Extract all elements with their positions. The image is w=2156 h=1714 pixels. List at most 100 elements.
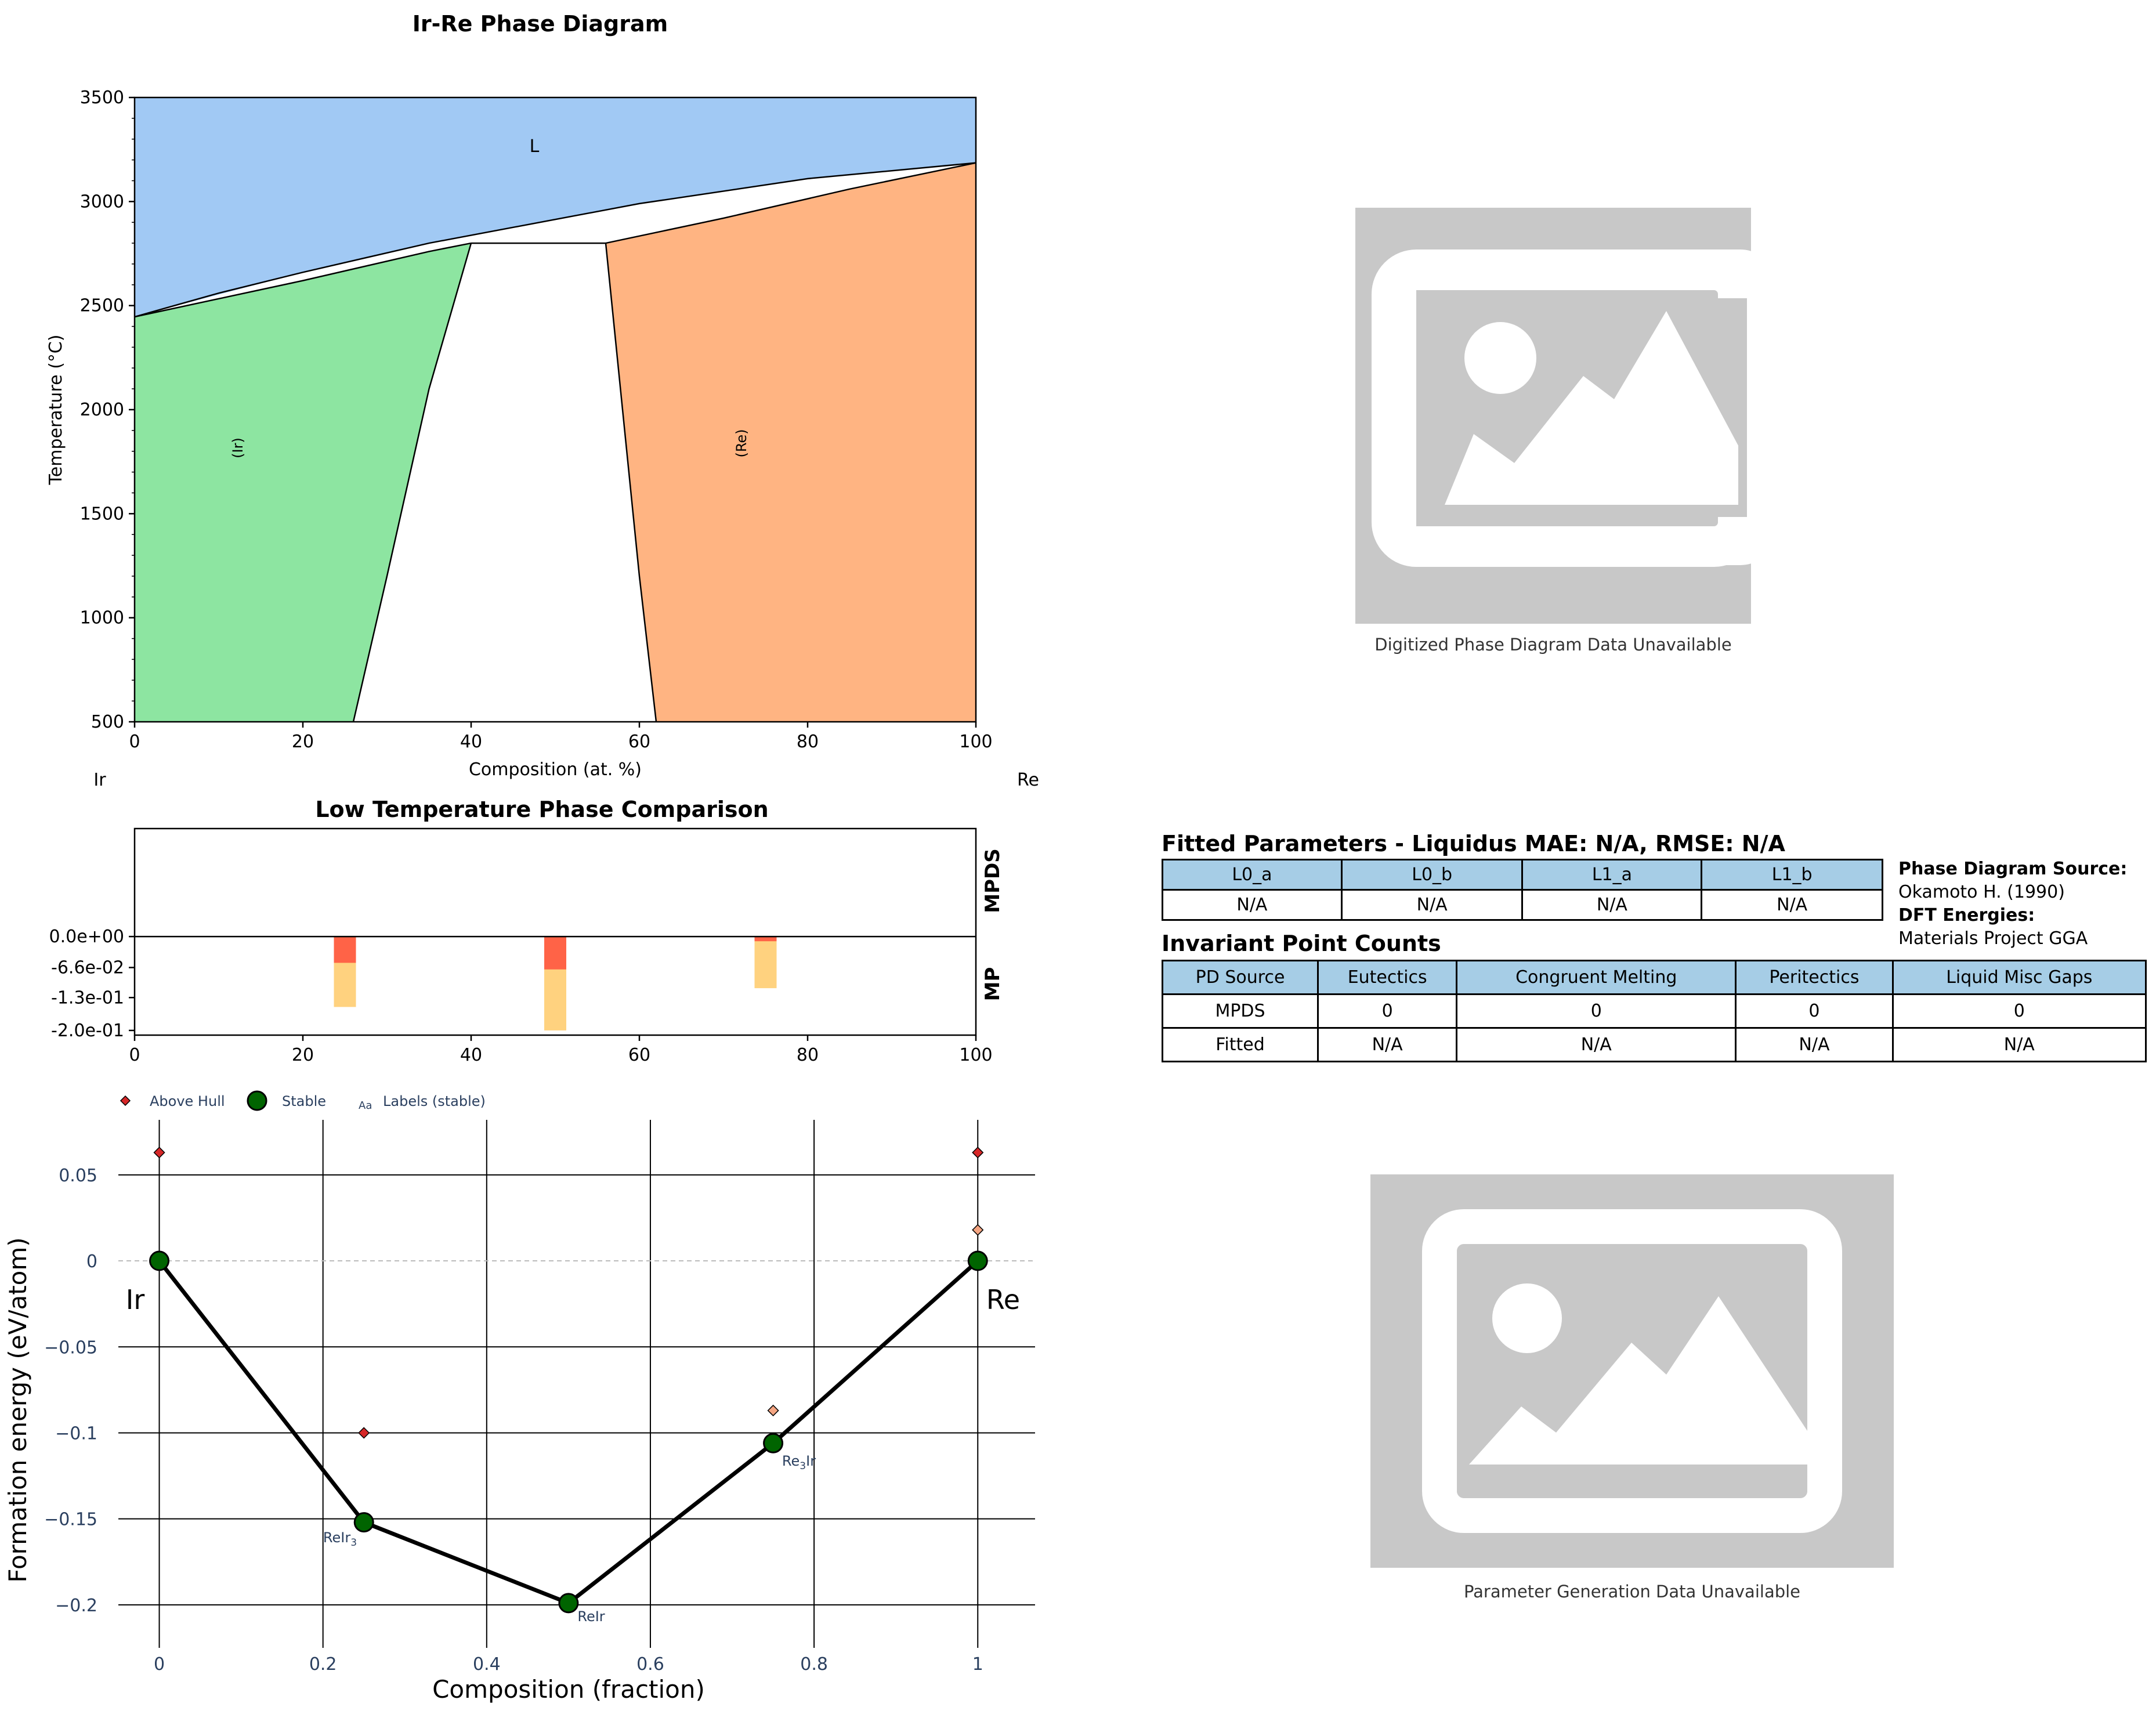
fitted-parameters-title: Fitted Parameters - Liquidus MAE: N/A, R…	[1162, 831, 1785, 856]
table-cell: MPDS	[1161, 993, 1319, 1029]
phase-diagram-left-element: Ir	[93, 770, 106, 790]
phase-diagram-x-tick-label: 0	[129, 732, 140, 752]
hull-legend-stable-marker	[247, 1090, 267, 1111]
low-temp-x-tick-label: 0	[129, 1045, 140, 1065]
table-cell: 0	[1891, 993, 2147, 1029]
low-temp-x-tick-label: 60	[628, 1045, 650, 1065]
hull-legend-stable-label: Stable	[282, 1093, 326, 1109]
low-temp-bar-mp-light	[754, 936, 777, 989]
hull-y-tick-label: −0.1	[55, 1423, 97, 1444]
hull-compound-label-reir: ReIr	[577, 1608, 605, 1625]
low-temp-bar-mp-dark	[334, 936, 356, 963]
low-temp-bar-mp-dark	[754, 936, 777, 942]
phase-diagram-source-value: Okamoto H. (1990)	[1898, 882, 2065, 902]
low-temp-x-tick-label: 20	[292, 1045, 314, 1065]
low-temp-row-label-mpds: MPDS	[981, 848, 1004, 913]
fitted-parameters-value-l1a: N/A	[1521, 889, 1703, 921]
hull-compound-label-reir3-sub: 3	[350, 1537, 357, 1549]
phase-boundary-liquidus	[134, 162, 976, 318]
phase-diagram-region-label-liquid: L	[530, 136, 540, 157]
invariant-row-mpds: MPDS 0 0 0 0	[1161, 993, 2147, 1029]
hull-compound-label-re3ir-sub: 3	[800, 1460, 806, 1472]
phase-diagram-region-label-re: (Re)	[733, 429, 750, 457]
parameter-generation-placeholder	[1370, 1174, 1894, 1568]
digitized-phase-diagram-caption: Digitized Phase Diagram Data Unavailable	[1374, 635, 1732, 654]
dft-energies-value: Materials Project GGA	[1898, 928, 2088, 949]
fitted-parameters-table: L0_a L0_b L1_a L1_b N/A N/A N/A N/A	[1162, 859, 1883, 921]
parameter-generation-caption: Parameter Generation Data Unavailable	[1463, 1582, 1801, 1601]
phase-diagram-y-axis-label: Temperature (°C)	[46, 335, 66, 486]
table-cell: 0	[1456, 993, 1737, 1029]
phase-diagram-y-tick-label: 1500	[80, 504, 124, 524]
dft-energies-label: DFT Energies:	[1898, 905, 2035, 925]
hull-line	[157, 1259, 979, 1605]
fitted-parameters-header-l1a: L1_a	[1521, 859, 1703, 891]
hull-x-tick-label: 1	[972, 1654, 983, 1675]
fitted-parameters-header-l1b: L1_b	[1701, 859, 1883, 891]
phase-diagram-x-tick-label: 60	[628, 732, 650, 752]
invariant-header-congruent-melting: Congruent Melting	[1456, 960, 1737, 995]
phase-region-re	[606, 162, 976, 722]
phase-diagram-right-element: Re	[1017, 770, 1039, 790]
phase-diagram-x-tick-label: 20	[292, 732, 314, 752]
hull-y-tick-label: −0.2	[55, 1596, 97, 1616]
hull-point-above-hull	[972, 1224, 984, 1236]
fitted-parameters-value-l0a: N/A	[1162, 889, 1343, 921]
table-cell: N/A	[1735, 1027, 1894, 1062]
hull-compound-label-re3ir: Re3Ir	[782, 1453, 816, 1472]
phase-diagram-chart: Ir-Re Phase Diagram 0 20 40 60 80 100 500 1000 1…	[46, 11, 1039, 790]
phase-diagram-x-tick-label: 40	[460, 732, 482, 752]
hull-x-axis-label: Composition (fraction)	[432, 1675, 705, 1704]
low-temp-title: Low Temperature Phase Comparison	[315, 797, 768, 822]
image-placeholder-icon	[1372, 249, 1779, 567]
phase-diagram-y-tick-label: 3500	[80, 88, 124, 108]
phase-diagram-y-tick-label: 500	[91, 712, 124, 732]
invariant-point-counts-table: PD Source Eutectics Congruent Melting Pe…	[1161, 960, 2147, 1062]
hull-legend: Above Hull Stable Aa Labels (stable)	[120, 1090, 486, 1112]
phase-diagram-x-tick-label: 100	[959, 732, 992, 752]
hull-point-stable	[558, 1593, 579, 1614]
table-cell: Fitted	[1161, 1027, 1319, 1062]
hull-compound-label-re3ir-base: Re	[782, 1453, 800, 1469]
low-temp-frame	[133, 827, 977, 1036]
phase-diagram-y-tick-label: 3000	[80, 191, 124, 212]
table-cell: 0	[1317, 993, 1458, 1029]
hull-point-stable	[763, 1433, 784, 1453]
hull-legend-labels-sample: Aa	[359, 1100, 372, 1112]
table-cell: 0	[1735, 993, 1894, 1029]
table-cell: N/A	[1891, 1027, 2147, 1062]
hull-x-tick-label: 0	[154, 1654, 165, 1675]
hull-endpoint-label-ir: Ir	[126, 1284, 145, 1315]
hull-point-above-hull	[153, 1147, 165, 1159]
phase-diagram-x-tick-label: 80	[797, 732, 819, 752]
hull-y-axis-label: Formation energy (eV/atom)	[3, 1237, 32, 1582]
low-temp-y-tick-label: -2.0e-01	[51, 1021, 124, 1041]
low-temp-y-tick-label: 0.0e+00	[49, 927, 124, 947]
phase-diagram-title: Ir-Re Phase Diagram	[413, 11, 668, 37]
convex-hull-chart: Above Hull Stable Aa Labels (stable) 0 0.…	[3, 1090, 1035, 1704]
phase-diagram-y-tick-label: 2500	[80, 296, 124, 316]
hull-endpoint-label-re: Re	[986, 1284, 1020, 1315]
hull-point-above-hull	[358, 1427, 370, 1439]
hull-point-above-hull	[767, 1404, 779, 1417]
invariant-row-fitted: Fitted N/A N/A N/A N/A	[1161, 1027, 2147, 1062]
fitted-parameters-value-l1b: N/A	[1701, 889, 1883, 921]
image-placeholder-icon	[1422, 1209, 1842, 1533]
low-temp-x-tick-label: 80	[797, 1045, 819, 1065]
hull-point-above-hull	[972, 1147, 984, 1159]
phase-region-ir	[135, 243, 471, 722]
phase-boundary-solidus-re	[605, 162, 976, 244]
invariant-header-eutectics: Eutectics	[1317, 960, 1458, 995]
hull-y-tick-label: −0.15	[44, 1510, 97, 1530]
fitted-parameters-header-l0b: L0_b	[1340, 859, 1524, 891]
hull-point-stable	[967, 1250, 988, 1271]
invariant-header-pd-source: PD Source	[1161, 960, 1319, 995]
phase-boundary-solidus-ir	[134, 242, 472, 318]
hull-x-tick-label: 0.8	[800, 1654, 828, 1675]
hull-x-tick-label: 0.4	[473, 1654, 501, 1675]
low-temp-y-tick-label: -1.3e-01	[51, 988, 124, 1008]
invariant-point-counts-title: Invariant Point Counts	[1162, 931, 1441, 956]
low-temp-row-label-mp: MP	[981, 967, 1004, 1001]
low-temp-bar-mp-dark	[544, 936, 566, 970]
phase-boundary-ir-solvus	[352, 243, 472, 722]
